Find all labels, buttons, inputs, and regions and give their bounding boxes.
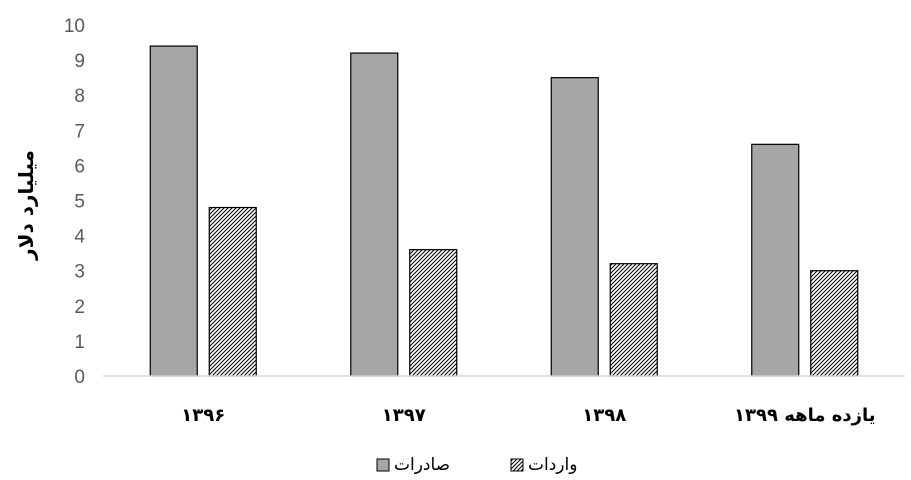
y-tick-label: 8 (74, 86, 85, 107)
legend-label-imports: واردات (528, 455, 577, 475)
y-tick-label: 2 (74, 297, 85, 318)
legend: صادرات واردات (376, 455, 577, 475)
bar-imports (208, 206, 257, 377)
y-tick-label: 9 (74, 51, 85, 72)
y-tick-label: 0 (74, 367, 85, 388)
y-tick-label: 7 (74, 121, 85, 142)
y-axis-label: میلیارد دلار (14, 150, 38, 261)
category-label: ۱۳۹۸ (582, 405, 626, 426)
y-tick-label: 4 (74, 227, 85, 248)
legend-swatch-exports (376, 458, 390, 472)
y-tick-label: 10 (64, 16, 85, 37)
category-label: ۱۳۹۶ (181, 405, 225, 426)
category-labels: ۱۳۹۶ ۱۳۹۷ ۱۳۹۸ یازده ماهه ۱۳۹۹ (181, 405, 875, 426)
bar-imports (409, 249, 458, 377)
bar-exports (149, 45, 198, 377)
legend-label-exports: صادرات (394, 455, 450, 475)
bars (149, 45, 859, 377)
bar-imports (810, 270, 859, 377)
y-tick-label: 6 (74, 156, 85, 177)
category-label: یازده ماهه ۱۳۹۹ (734, 405, 876, 426)
y-axis-ticks: 0 1 2 3 4 5 6 7 8 9 10 (64, 16, 86, 388)
category-label: ۱۳۹۷ (382, 405, 426, 426)
y-tick-label: 5 (74, 192, 85, 213)
bar-exports (350, 52, 399, 377)
y-tick-label: 1 (74, 332, 85, 353)
bar-exports (751, 143, 800, 377)
bar-imports (609, 263, 658, 377)
y-tick-label: 3 (74, 262, 85, 283)
bar-exports (550, 77, 599, 377)
legend-swatch-imports (510, 458, 524, 472)
